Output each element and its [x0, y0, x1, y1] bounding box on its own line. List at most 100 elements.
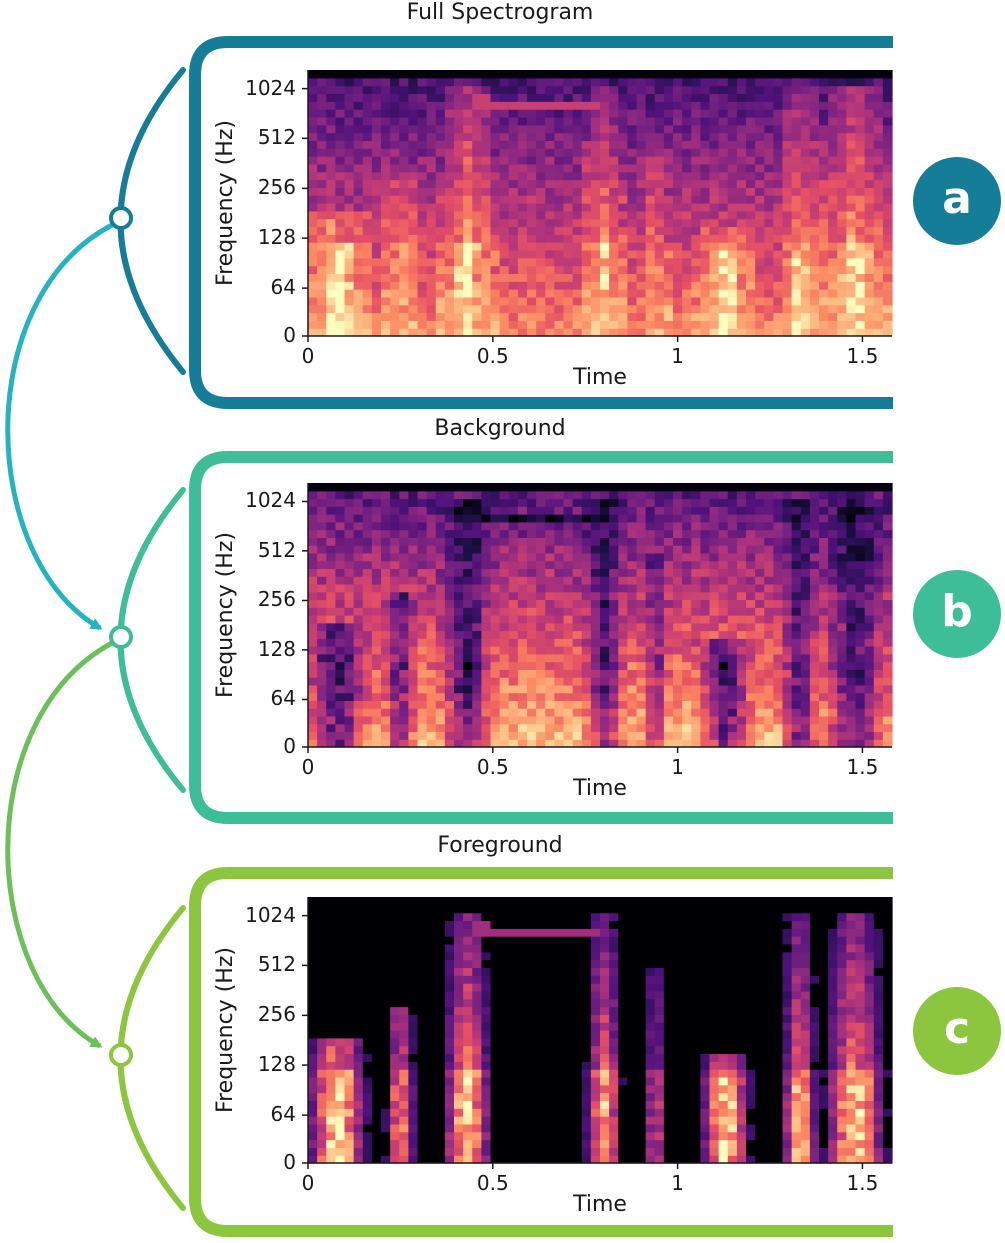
- heatmap-cell: [809, 514, 820, 523]
- heatmap-cell: [700, 506, 711, 515]
- heatmap-cell: [581, 116, 592, 126]
- heatmap-cell: [399, 552, 409, 562]
- heatmap-cell: [882, 195, 893, 204]
- heatmap-cell: [381, 521, 391, 531]
- heatmap-cell: [399, 583, 409, 593]
- heatmap-cell: [536, 514, 546, 523]
- heatmap-cell: [864, 630, 875, 639]
- heatmap-cell: [609, 1131, 619, 1141]
- heatmap-cell: [545, 739, 555, 748]
- heatmap-cell: [727, 187, 738, 196]
- heatmap-cell: [791, 521, 802, 531]
- heatmap-cell: [408, 124, 419, 134]
- heatmap-cell: [472, 684, 482, 694]
- heatmap-cell: [481, 195, 492, 204]
- heatmap-cell: [308, 218, 318, 228]
- heatmap-cell: [335, 1147, 346, 1156]
- heatmap-cell: [371, 692, 382, 702]
- heatmap-cell: [481, 591, 492, 601]
- heatmap-cell: [663, 684, 674, 694]
- heatmap-cell: [563, 187, 574, 196]
- heatmap-cell: [828, 70, 838, 79]
- heatmap-cell: [426, 568, 437, 577]
- heatmap-cell: [408, 234, 419, 243]
- heatmap-cell: [490, 529, 501, 538]
- heatmap-cell: [536, 1116, 546, 1125]
- heatmap-cell: [472, 498, 482, 507]
- heatmap-cell: [819, 101, 829, 110]
- heatmap-cell: [718, 257, 729, 267]
- heatmap-cell: [426, 521, 437, 531]
- heatmap-cell: [782, 583, 793, 593]
- heatmap-cell: [444, 179, 455, 188]
- heatmap-cell: [709, 70, 720, 79]
- heatmap-cell: [563, 257, 574, 267]
- heatmap-cell: [508, 93, 519, 102]
- heatmap-cell: [855, 116, 866, 126]
- heatmap-cell: [837, 265, 847, 275]
- heatmap-cell: [782, 723, 793, 733]
- heatmap-cell: [864, 203, 875, 212]
- heatmap-cell: [545, 506, 555, 515]
- heatmap-cell: [819, 1155, 829, 1164]
- heatmap-cell: [773, 77, 784, 87]
- heatmap-cell: [408, 708, 419, 717]
- heatmap-cell: [381, 599, 391, 608]
- heatmap-cell: [536, 281, 546, 290]
- heatmap-cell: [663, 731, 674, 740]
- heatmap-cell: [490, 630, 501, 639]
- heatmap-cell: [773, 296, 784, 306]
- heatmap-cell: [800, 583, 811, 593]
- heatmap-cell: [326, 210, 336, 220]
- heatmap-cell: [691, 304, 701, 314]
- heatmap-cell: [381, 483, 391, 492]
- heatmap-cell: [819, 77, 829, 87]
- heatmap-cell: [800, 328, 811, 337]
- heatmap-cell: [454, 281, 464, 290]
- heatmap-cell: [846, 607, 857, 616]
- heatmap-cell: [572, 1092, 583, 1102]
- heatmap-cell: [846, 320, 857, 329]
- heatmap-cell: [691, 234, 701, 243]
- heatmap-cell: [791, 93, 802, 102]
- heatmap-cell: [536, 529, 546, 538]
- heatmap-cell: [381, 576, 391, 585]
- heatmap-cell: [809, 552, 820, 562]
- heatmap-cell: [426, 163, 437, 173]
- heatmap-cell: [636, 715, 647, 725]
- heatmap-cell: [654, 148, 665, 157]
- heatmap-cell: [554, 265, 565, 275]
- heatmap-cell: [554, 187, 565, 196]
- heatmap-cell: [326, 101, 336, 110]
- heatmap-cell: [399, 514, 409, 523]
- heatmap-cell: [873, 514, 884, 523]
- heatmap-cell: [308, 1123, 318, 1133]
- heatmap-cell: [472, 568, 482, 577]
- heatmap-cell: [317, 669, 327, 678]
- heatmap-cell: [700, 320, 711, 329]
- heatmap-cell: [545, 289, 555, 298]
- heatmap-cell: [472, 490, 482, 500]
- heatmap-cell: [371, 560, 382, 570]
- heatmap-cell: [581, 281, 592, 290]
- heatmap-cell: [755, 132, 765, 142]
- heatmap-cell: [855, 187, 866, 196]
- heatmap-cell: [508, 583, 519, 593]
- heatmap-cell: [709, 1155, 720, 1164]
- heatmap-cell: [472, 163, 482, 173]
- heatmap-cell: [554, 109, 565, 118]
- heatmap-cell: [682, 70, 692, 79]
- heatmap-cell: [819, 304, 829, 314]
- heatmap-cell: [481, 171, 492, 181]
- heatmap-cell: [837, 684, 847, 694]
- heatmap-cell: [855, 70, 866, 79]
- heatmap-cell: [837, 731, 847, 740]
- heatmap-cell: [545, 708, 555, 717]
- heatmap-cell: [490, 249, 501, 259]
- heatmap-cell: [846, 226, 857, 235]
- heatmap-cell: [572, 195, 583, 204]
- heatmap-cell: [691, 583, 701, 593]
- heatmap-cell: [472, 646, 482, 655]
- heatmap-cell: [353, 646, 364, 655]
- heatmap-cell: [882, 739, 893, 748]
